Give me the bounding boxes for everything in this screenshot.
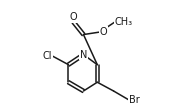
Text: Br: Br [129, 95, 139, 105]
Text: O: O [70, 12, 77, 22]
Text: Cl: Cl [43, 51, 52, 61]
Text: O: O [100, 27, 107, 37]
Text: CH₃: CH₃ [115, 17, 133, 27]
Text: N: N [80, 50, 87, 60]
